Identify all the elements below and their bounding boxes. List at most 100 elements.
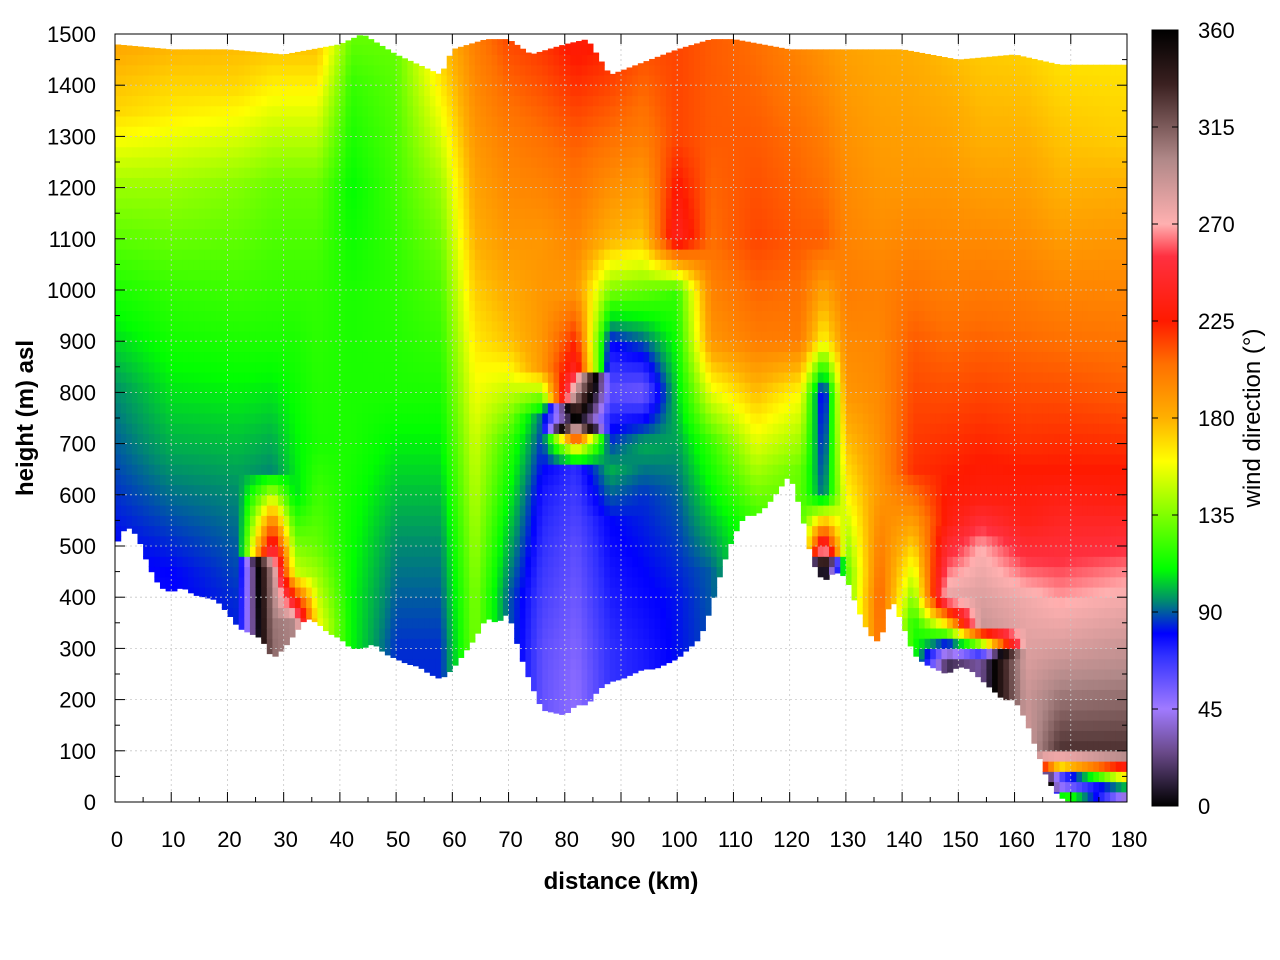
heatmap-cell [204,310,212,322]
heatmap-cell [441,167,448,178]
heatmap-cell [255,525,262,537]
heatmap-cell [435,535,442,547]
heatmap-cell [238,494,245,506]
heatmap-cell [137,218,144,230]
heatmap-cell [491,433,498,445]
heatmap-cell [531,197,538,209]
heatmap-cell [412,330,420,342]
heatmap-cell [182,126,189,137]
heatmap-cell [542,50,549,56]
heatmap-cell [137,187,144,199]
heatmap-cell [564,709,571,713]
heatmap-cell [480,474,487,486]
heatmap-cell [356,136,363,148]
heatmap-cell [531,668,538,680]
heatmap-cell [334,279,341,291]
heatmap-cell [570,320,577,332]
heatmap-cell [379,392,386,404]
heatmap-cell [508,402,515,414]
heatmap-cell [356,607,363,619]
heatmap-cell [339,535,347,547]
heatmap-cell [165,115,172,127]
heatmap-cell [407,156,414,168]
heatmap-cell [351,197,358,209]
heatmap-cell [508,576,515,588]
heatmap-cell [536,51,543,56]
heatmap-cell [204,279,212,291]
heatmap-cell [514,126,521,137]
heatmap-cell [278,556,285,568]
heatmap-cell [148,566,155,573]
heatmap-cell [497,392,504,404]
heatmap-cell [418,330,425,342]
heatmap-cell [424,494,431,506]
heatmap-cell [143,330,150,342]
heatmap-cell [486,279,493,291]
heatmap-cell [474,525,482,537]
heatmap-cell [412,402,420,414]
heatmap-cell [227,218,234,230]
heatmap-cell [334,412,341,424]
heatmap-cell [576,64,583,76]
heatmap-cell [323,115,330,127]
heatmap-cell [193,474,200,486]
heatmap-cell [351,208,358,219]
heatmap-cell [306,361,313,373]
heatmap-cell [559,105,566,117]
heatmap-cell [379,269,386,281]
heatmap-cell [289,453,296,465]
heatmap-cell [457,351,465,363]
heatmap-cell [131,54,139,66]
heatmap-cell [491,279,498,291]
heatmap-cell [148,371,155,383]
heatmap-cell [356,64,363,76]
heatmap-cell [216,330,223,342]
heatmap-cell [233,546,240,557]
heatmap-cell [368,494,375,506]
heatmap-cell [199,105,206,117]
heatmap-cell [536,351,543,363]
heatmap-cell [261,597,268,609]
heatmap-cell [266,638,274,649]
heatmap-cell [576,648,583,660]
heatmap-cell [536,54,543,66]
heatmap-cell [176,535,184,547]
heatmap-cell [401,330,408,342]
heatmap-cell [542,443,549,455]
heatmap-cell [255,249,262,260]
heatmap-cell [210,494,217,506]
heatmap-cell [401,546,408,557]
heatmap-cell [339,228,347,240]
heatmap-cell [131,361,139,373]
heatmap-cell [261,464,268,475]
heatmap-cell [368,392,375,404]
heatmap-cell [576,423,583,434]
heatmap-cell [564,187,571,199]
heatmap-cell [570,351,577,363]
heatmap-cell [542,505,549,516]
heatmap-cell [204,330,212,342]
heatmap-cell [480,197,487,209]
heatmap-cell [469,392,476,404]
heatmap-cell [188,156,195,168]
heatmap-cell [210,402,217,414]
heatmap-cell [154,464,161,475]
heatmap-cell [373,392,380,404]
heatmap-cell [536,371,543,383]
heatmap-cell [283,556,290,568]
heatmap-cell [148,535,155,547]
heatmap-cell [323,279,330,291]
heatmap-cell [390,177,397,189]
heatmap-cell [502,279,510,291]
heatmap-cell [446,218,453,230]
heatmap-cell [531,494,538,506]
heatmap-cell [339,607,347,619]
heatmap-cell [328,136,335,148]
heatmap-cell [519,136,527,148]
heatmap-cell [441,320,448,332]
heatmap-cell [379,54,386,66]
heatmap-cell [508,218,515,230]
heatmap-cell [587,679,594,690]
heatmap-cell [547,300,555,312]
heatmap-cell [542,238,549,250]
